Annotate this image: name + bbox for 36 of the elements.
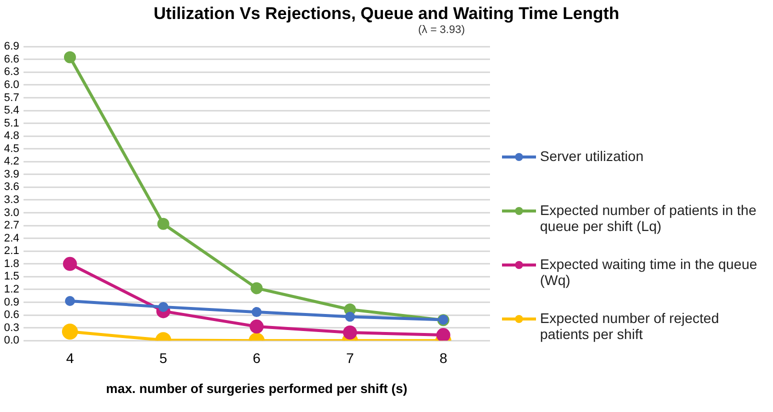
y-tick-label: 6.3 <box>4 66 20 78</box>
y-tick-label: 4.2 <box>4 156 20 168</box>
x-tick-label: 4 <box>66 350 74 366</box>
y-tick-label: 3.9 <box>4 168 20 180</box>
y-tick-label: 5.4 <box>4 104 20 117</box>
chart-title: Utilization Vs Rejections, Queue and Waiting Time Length <box>152 3 620 24</box>
legend-label: Expected number of rejected patients per shift <box>540 310 720 342</box>
y-tick-label: 4.8 <box>4 130 20 142</box>
y-tick-label: 0.6 <box>4 309 20 322</box>
y-tick-label: 5.1 <box>4 117 20 130</box>
y-tick-label: 3.0 <box>4 206 20 219</box>
x-tick-label: 7 <box>346 350 354 366</box>
y-tick-label: 4.5 <box>4 142 20 155</box>
y-tick-label: 2.7 <box>4 220 20 232</box>
y-tick-label: 0.3 <box>4 322 20 334</box>
y-tick-label: 0.0 <box>4 334 20 347</box>
y-tick-label: 1.2 <box>4 284 20 296</box>
y-tick-label: 1.5 <box>4 270 20 283</box>
legend-label: Server utilization <box>540 148 644 164</box>
y-tick-label: 6.0 <box>4 78 20 91</box>
legend-label: Expected waiting time in the queue (Wq) <box>540 256 758 288</box>
y-tick-label: 2.1 <box>4 245 20 258</box>
x-tick-label: 6 <box>252 350 261 366</box>
y-tick-label: 5.7 <box>4 92 20 104</box>
y-tick-label: 1.8 <box>4 258 20 270</box>
chart-subtitle: (λ = 3.93) <box>417 24 466 36</box>
y-tick-label: 6.6 <box>4 53 20 66</box>
legend-label: Expected number of patients in the queue per shift (Lq) <box>540 202 758 234</box>
y-tick-label: 0.9 <box>4 296 20 308</box>
y-tick-label: 3.6 <box>4 181 20 194</box>
x-axis-title: max. number of surgeries performed per shift (s) <box>106 380 408 396</box>
y-tick-label: 6.9 <box>4 40 20 53</box>
y-tick-label: 3.3 <box>4 194 20 206</box>
x-tick-label: 5 <box>159 350 168 366</box>
y-tick-label: 2.4 <box>4 232 20 244</box>
x-tick-label: 8 <box>439 350 448 366</box>
